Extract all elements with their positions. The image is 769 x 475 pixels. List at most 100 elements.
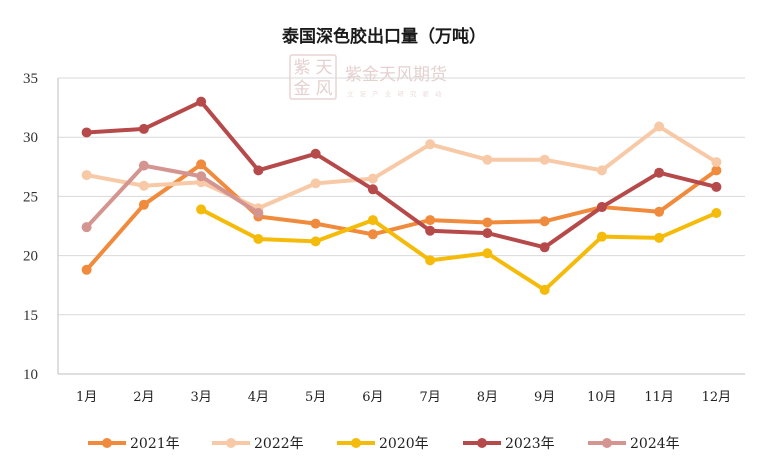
data-point xyxy=(138,180,149,191)
data-point xyxy=(482,217,493,228)
data-point xyxy=(482,228,493,239)
x-tick-label: 4月 xyxy=(248,390,269,405)
watermark-company: 紫金天风期货 xyxy=(345,65,447,85)
data-point xyxy=(81,170,92,181)
series-line xyxy=(199,207,719,292)
data-point xyxy=(253,207,264,218)
legend-item: 2021年 xyxy=(88,436,180,452)
x-tick-label: 3月 xyxy=(190,390,211,405)
legend-item: 2023年 xyxy=(463,436,555,452)
y-tick-label: 10 xyxy=(23,367,38,383)
data-point xyxy=(367,173,378,184)
gridlines xyxy=(58,77,745,316)
y-axis-ticks: 10 15 20 25 30 35 xyxy=(23,71,38,383)
data-point xyxy=(654,206,665,217)
x-tick-label: 10月 xyxy=(587,390,617,405)
data-point xyxy=(539,242,550,253)
watermark-logo-char-3: 金 xyxy=(294,79,311,99)
series-layer xyxy=(81,96,722,295)
legend-swatch-marker xyxy=(226,438,236,448)
data-point xyxy=(711,165,722,176)
watermark-logo-char-1: 紫 xyxy=(294,58,311,78)
y-tick-label: 15 xyxy=(23,308,38,324)
legend-label: 2022年 xyxy=(254,436,304,452)
chart-title: 泰国深色胶出口量（万吨） xyxy=(282,26,486,47)
data-point xyxy=(425,225,436,236)
x-tick-label: 7月 xyxy=(419,390,440,405)
data-point xyxy=(196,159,207,170)
x-tick-label: 2月 xyxy=(133,390,154,405)
data-point xyxy=(196,204,207,215)
data-point xyxy=(711,157,722,168)
data-point xyxy=(310,218,321,229)
y-tick-label: 25 xyxy=(23,189,38,205)
series-2024年 xyxy=(81,160,264,233)
legend-item: 2024年 xyxy=(588,436,680,452)
data-point xyxy=(654,121,665,132)
series-line xyxy=(84,163,261,230)
x-tick-label: 8月 xyxy=(477,390,498,405)
data-point xyxy=(425,255,436,266)
data-point xyxy=(81,264,92,275)
y-tick-label: 30 xyxy=(23,130,38,146)
x-tick-label: 12月 xyxy=(702,390,732,405)
legend: 2021年 2022年 2020年 2023年 2024年 xyxy=(88,436,680,452)
series-2023年 xyxy=(81,96,722,253)
data-point xyxy=(310,178,321,189)
data-point xyxy=(196,96,207,107)
data-point xyxy=(310,148,321,159)
data-point xyxy=(367,215,378,226)
x-tick-label: 6月 xyxy=(362,390,383,405)
series-line xyxy=(84,124,719,211)
data-point xyxy=(596,202,607,213)
series-line xyxy=(84,162,719,272)
watermark-slogan: 立 足 产 业 研 究 驱 动 xyxy=(347,89,443,98)
data-point xyxy=(425,139,436,150)
data-point xyxy=(654,232,665,243)
series-2021年 xyxy=(81,159,722,275)
data-point xyxy=(539,284,550,295)
data-point xyxy=(310,236,321,247)
x-axis-ticks: 1月 2月 3月 4月 5月 6月 7月 8月 9月 10月 11月 12月 xyxy=(76,390,731,405)
data-point xyxy=(482,248,493,259)
data-point xyxy=(539,216,550,227)
series-2022年 xyxy=(81,121,722,214)
legend-label: 2021年 xyxy=(130,436,180,452)
data-point xyxy=(81,222,92,233)
legend-swatch-marker xyxy=(477,438,487,448)
legend-swatch-marker xyxy=(602,438,612,448)
legend-label: 2020年 xyxy=(379,436,429,452)
data-point xyxy=(596,165,607,176)
y-tick-label: 35 xyxy=(23,71,38,87)
data-point xyxy=(711,181,722,192)
data-point xyxy=(539,154,550,165)
data-point xyxy=(482,154,493,165)
data-point xyxy=(253,165,264,176)
legend-swatch-marker xyxy=(351,438,361,448)
axes xyxy=(57,78,745,375)
x-tick-label: 5月 xyxy=(305,390,326,405)
watermark-logo-box xyxy=(289,54,337,100)
series-line xyxy=(84,99,719,250)
legend-item: 2020年 xyxy=(337,436,429,452)
legend-label: 2023年 xyxy=(505,436,555,452)
x-tick-label: 9月 xyxy=(534,390,555,405)
data-point xyxy=(138,160,149,171)
data-point xyxy=(138,123,149,134)
legend-swatch-marker xyxy=(102,438,112,448)
legend-label: 2024年 xyxy=(630,436,680,452)
data-point xyxy=(81,127,92,138)
data-point xyxy=(425,215,436,226)
y-tick-label: 20 xyxy=(23,249,38,265)
x-tick-label: 11月 xyxy=(644,390,674,405)
watermark: 紫 天 金 风 紫金天风期货 立 足 产 业 研 究 驱 动 xyxy=(289,54,447,100)
data-point xyxy=(367,184,378,195)
data-point xyxy=(138,199,149,210)
x-tick-label: 1月 xyxy=(76,390,97,405)
data-point xyxy=(367,229,378,240)
watermark-logo-char-2: 天 xyxy=(316,58,333,78)
data-point xyxy=(654,167,665,178)
legend-item: 2022年 xyxy=(212,436,304,452)
data-point xyxy=(711,207,722,218)
